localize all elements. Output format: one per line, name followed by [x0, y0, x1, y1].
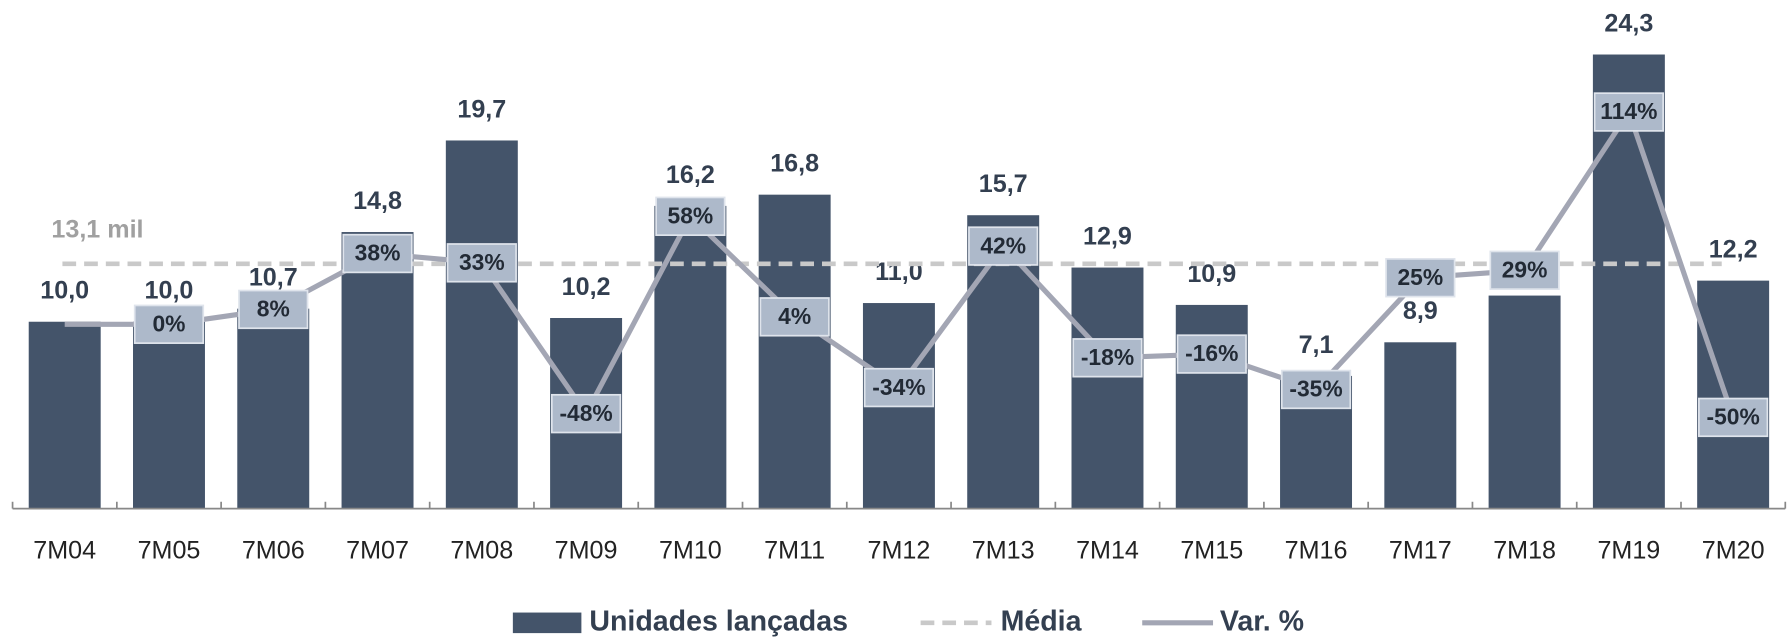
var-value-label: 38% [355, 240, 401, 266]
var-value-label: 4% [778, 303, 811, 329]
x-tick-label: 7M17 [1389, 537, 1452, 565]
x-tick-label: 7M06 [242, 537, 305, 565]
bar [445, 140, 518, 509]
bar-value-label: 16,2 [666, 161, 715, 189]
var-label-box [1072, 338, 1143, 378]
var-value-label: -16% [1185, 340, 1238, 366]
var-value-label: 8% [257, 296, 290, 322]
var-value-label: 0% [152, 310, 185, 336]
var-value-label: -18% [1081, 344, 1134, 370]
x-tick-label: 7M05 [138, 537, 201, 565]
var-value-label: 58% [668, 202, 714, 228]
x-tick-label: 7M07 [346, 537, 409, 565]
var-value-label: -48% [559, 400, 612, 426]
bar-value-label: 14,8 [353, 187, 402, 215]
var-label-box [759, 297, 830, 337]
bar [1071, 267, 1144, 509]
bar [654, 205, 727, 509]
bar-value-label: 10,0 [145, 277, 194, 305]
var-value-label: 33% [459, 249, 505, 275]
var-value-label: -35% [1289, 376, 1342, 402]
x-tick-label: 7M18 [1493, 537, 1556, 565]
x-tick-label: 7M10 [659, 537, 722, 565]
bar [237, 308, 310, 509]
legend-label: Var. % [1220, 605, 1304, 637]
bar-value-label: 24,3 [1604, 9, 1653, 37]
var-label-box [1385, 258, 1456, 298]
var-label-box [1698, 397, 1769, 438]
bar-value-label: 19,7 [457, 95, 506, 123]
bar [758, 194, 831, 509]
x-tick-label: 7M14 [1076, 537, 1139, 565]
x-tick-label: 7M09 [555, 537, 618, 565]
x-tick-label: 7M04 [33, 537, 96, 565]
var-label-box [238, 289, 309, 330]
bar [1384, 342, 1457, 509]
bar-value-label: 10,7 [249, 264, 298, 292]
bar-value-label: 15,7 [979, 170, 1028, 198]
var-value-label: 114% [1600, 98, 1657, 124]
var-label-box [446, 243, 517, 283]
bar-value-label: 8,9 [1403, 297, 1438, 325]
var-value-label: 29% [1502, 256, 1548, 282]
var-value-label: -50% [1707, 404, 1760, 430]
bar [341, 232, 414, 509]
bar [133, 321, 205, 509]
var-label-box [655, 196, 726, 236]
legend-swatch [512, 612, 582, 634]
var-label-box [1280, 369, 1352, 410]
x-tick-label: 7M15 [1180, 537, 1243, 565]
bar-value-label: 12,2 [1709, 236, 1758, 264]
var-label-box [1176, 334, 1247, 374]
bar [28, 321, 101, 509]
var-label-box [550, 393, 622, 434]
bar-value-label: 16,8 [770, 150, 819, 178]
legend-label: Unidades lançadas [589, 605, 848, 637]
bar-value-label: 7,1 [1299, 331, 1334, 359]
x-tick-label: 7M12 [868, 537, 931, 565]
var-value-label: -34% [872, 374, 925, 400]
x-tick-label: 7M13 [972, 537, 1035, 565]
var-value-label: 42% [980, 232, 1026, 258]
var-label-box [342, 233, 413, 274]
var-value-label: 25% [1397, 264, 1443, 290]
bar-value-label: 10,0 [40, 277, 89, 305]
var-label-box [133, 304, 205, 344]
bar [1488, 295, 1561, 509]
var-label-box [1593, 92, 1664, 132]
x-tick-label: 7M08 [450, 537, 513, 565]
average-label: 13,1 mil [51, 215, 143, 243]
bar-value-label: 12,9 [1083, 222, 1132, 250]
bar [1697, 280, 1770, 509]
x-tick-label: 7M19 [1597, 537, 1660, 565]
var-label-box [1489, 250, 1560, 290]
x-tick-label: 7M11 [764, 537, 825, 565]
bar-value-label: 10,2 [562, 273, 611, 301]
var-label-box [968, 226, 1039, 266]
var-label-box [863, 367, 935, 408]
x-tick-label: 7M20 [1702, 537, 1765, 565]
legend-label: Média [1001, 605, 1083, 637]
x-tick-label: 7M16 [1285, 537, 1348, 565]
